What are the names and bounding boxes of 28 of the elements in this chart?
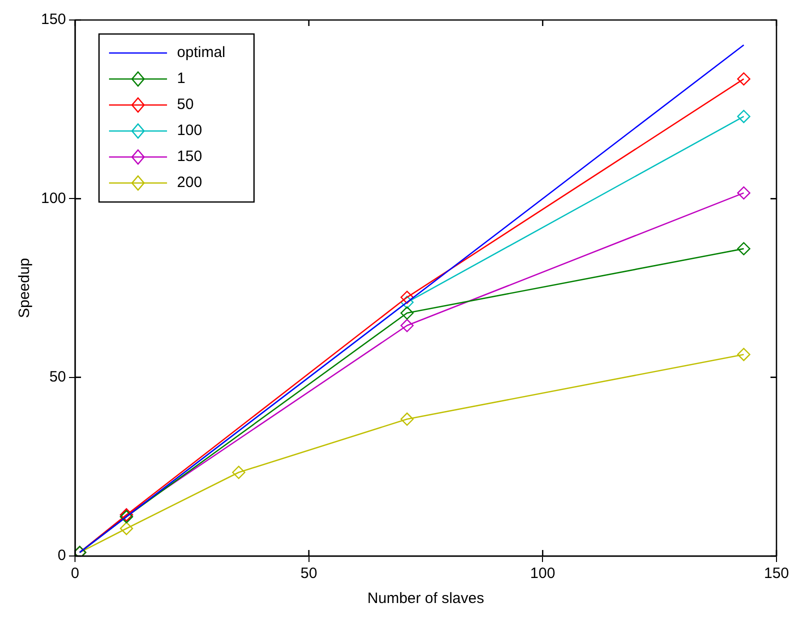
point (120, 522, 134, 536)
point (737, 348, 750, 362)
point (737, 72, 750, 86)
point (400, 306, 414, 320)
y-tick-label: 150 (40, 11, 66, 28)
point (737, 110, 750, 124)
x-tick-label: 50 (300, 565, 318, 582)
x-tick-label: 100 (530, 565, 556, 582)
y-tick-label: 50 (49, 368, 66, 386)
point (737, 186, 750, 200)
legend-label: 50 (177, 96, 194, 114)
y-tick-label: 0 (58, 547, 66, 564)
point (400, 412, 414, 426)
legend-label: optimal (177, 44, 226, 62)
point (232, 466, 246, 479)
legend-label: 150 (177, 148, 202, 166)
legend-label: 200 (177, 174, 202, 192)
point (737, 242, 750, 256)
point (400, 296, 414, 309)
y-axis-title: Speedup (16, 258, 34, 318)
y-tick-label: 100 (40, 190, 66, 207)
x-axis-title: Number of slaves (367, 590, 484, 608)
x-tick-label: 150 (764, 565, 789, 582)
point (400, 290, 414, 304)
legend-label: 1 (177, 70, 186, 88)
x-tick-label: 0 (70, 565, 80, 582)
point (400, 318, 414, 332)
legend-label: 100 (177, 122, 202, 140)
